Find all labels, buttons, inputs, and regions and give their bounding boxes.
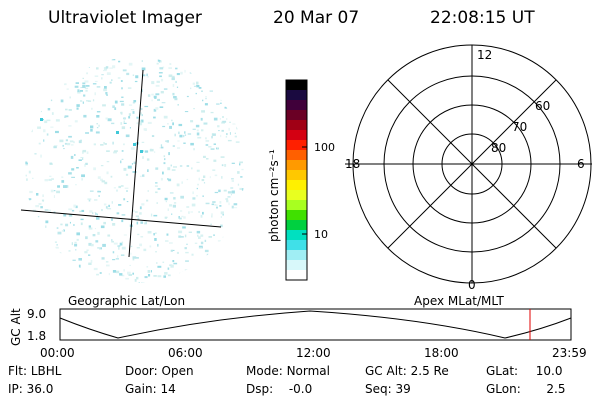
orbit-altitude-curve — [59, 310, 572, 339]
colorbar-cell — [286, 150, 307, 161]
dsp-label: Dsp: — [246, 382, 274, 396]
filter-label: Flt: — [8, 364, 27, 378]
colorbar-cell — [286, 190, 307, 201]
timeline-x-tick-1800: 18:00 — [424, 346, 459, 360]
colorbar-tick-label-10: 10 — [314, 228, 328, 241]
door-info: Door: Open — [125, 364, 194, 378]
gc-alt-value: 2.5 Re — [410, 364, 449, 378]
colorbar-cell — [286, 170, 307, 181]
colorbar-cell — [286, 240, 307, 251]
dsp-info: Dsp: -0.0 — [246, 382, 312, 396]
colorbar-cell — [286, 80, 307, 91]
timeline-left-label: Geographic Lat/Lon — [68, 294, 185, 308]
colorbar-unit-label: photon cm⁻²s⁻¹ — [267, 149, 281, 242]
colorbar-cell — [286, 210, 307, 221]
glat-label: GLat: — [486, 364, 519, 378]
geo-latitude-line — [20, 209, 222, 228]
mlat-mlt-grid — [345, 44, 592, 284]
mode-info: Mode: Normal — [246, 364, 330, 378]
colorbar-cell — [286, 270, 307, 281]
gain-label: Gain: — [125, 382, 157, 396]
ip-info: IP: 36.0 — [8, 382, 53, 396]
colorbar-cell — [286, 230, 307, 241]
mlat-label-70: 70 — [512, 120, 527, 134]
mode-label: Mode: — [246, 364, 283, 378]
colorbar-cell — [286, 250, 307, 261]
polar-diagonal-b — [387, 79, 557, 249]
colorbar-cell — [286, 160, 307, 171]
date-label: 20 Mar 07 — [273, 8, 360, 28]
timeline-frame — [59, 308, 572, 341]
colorbar-cell — [286, 120, 307, 131]
colorbar: 100 10 photon cm⁻²s⁻¹ — [267, 79, 335, 281]
mlt-label-18: 18 — [345, 157, 360, 171]
dsp-value: -0.0 — [288, 382, 313, 396]
timeline-x-tick-1200: 12:00 — [296, 346, 331, 360]
colorbar-cell — [286, 140, 307, 151]
colorbar-cell — [286, 90, 307, 101]
filter-value: LBHL — [30, 364, 62, 378]
colorbar-cell — [286, 130, 307, 141]
colorbar-tick-label-100: 100 — [314, 141, 335, 154]
ip-value: 36.0 — [26, 382, 54, 396]
timeline-x-tick-0000: 00:00 — [40, 346, 75, 360]
gain-value: 14 — [160, 382, 176, 396]
colorbar-cell — [286, 100, 307, 111]
mlt-label-6: 6 — [577, 157, 585, 171]
door-label: Door: — [125, 364, 158, 378]
timeline-axis-title: GC Alt — [9, 308, 23, 346]
seq-label: Seq: — [365, 382, 392, 396]
ip-label: IP: — [8, 382, 23, 396]
gc-alt-info: GC Alt: 2.5 Re — [365, 364, 449, 378]
mlt-label-12: 12 — [477, 48, 492, 62]
door-value: Open — [161, 364, 194, 378]
timeline-x-tick-0600: 06:00 — [168, 346, 203, 360]
colorbar-cell — [286, 260, 307, 271]
timeline-y-tick-1-8: 1.8 — [27, 329, 46, 343]
mode-value: Normal — [286, 364, 330, 378]
glon-value: 2.5 — [546, 382, 566, 396]
colorbar-cell — [286, 200, 307, 211]
time-label: 22:08:15 UT — [430, 8, 535, 28]
timeline-x-tick-2359: 23:59 — [552, 346, 587, 360]
colorbar-cell — [286, 220, 307, 231]
timeline-y-tick-9: 9.0 — [27, 307, 46, 321]
mlt-label-0: 0 — [468, 278, 476, 292]
colorbar-frame — [285, 79, 308, 281]
glat-info: GLat: 10.0 — [486, 364, 562, 378]
mlat-label-60: 60 — [535, 99, 550, 113]
mlat-label-80: 80 — [491, 141, 506, 155]
timeline-right-label: Apex MLat/MLT — [414, 294, 504, 308]
seq-info: Seq: 39 — [365, 382, 411, 396]
gain-info: Gain: 14 — [125, 382, 176, 396]
glon-label: GLon: — [486, 382, 521, 396]
uv-image — [20, 57, 245, 283]
glat-value: 10.0 — [535, 364, 563, 378]
colorbar-cell — [286, 110, 307, 121]
filter-info: Flt: LBHL — [8, 364, 61, 378]
colorbar-cell — [286, 180, 307, 191]
geo-meridian-line — [128, 69, 144, 258]
instrument-title: Ultraviolet Imager — [48, 8, 202, 28]
glon-info: GLon: 2.5 — [486, 382, 566, 396]
orbit-timeline: Geographic Lat/Lon Apex MLat/MLT GC Alt … — [9, 294, 587, 360]
gc-alt-label: GC Alt: — [365, 364, 407, 378]
seq-value: 39 — [395, 382, 411, 396]
